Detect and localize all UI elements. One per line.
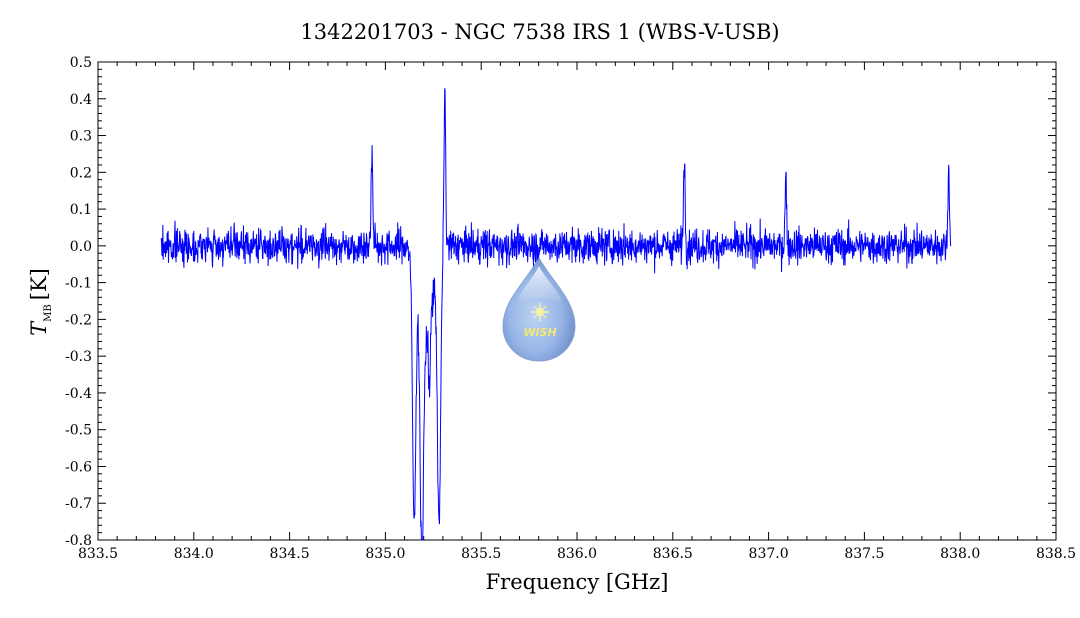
- x-tick-label: 837.0: [749, 546, 789, 562]
- y-axis-label-unit: [K]: [27, 268, 51, 300]
- y-axis-tick-labels: -0.8 -0.7 -0.6 -0.5 -0.4 -0.3 -0.2 -0.1 0.0 0.1 0.…: [65, 55, 92, 549]
- y-tick-label: -0.3: [65, 349, 92, 365]
- y-tick-label: -0.8: [65, 533, 92, 549]
- x-tick-label: 837.5: [844, 546, 884, 562]
- y-tick-label: -0.7: [65, 496, 92, 512]
- y-axis-label-sub: MB: [43, 304, 54, 322]
- y-axis-ticks: [98, 61, 1056, 541]
- x-tick-label: 838.5: [1036, 546, 1076, 562]
- y-tick-label: -0.2: [65, 312, 92, 328]
- y-tick-label: 0.3: [70, 129, 92, 145]
- star-icon: [531, 303, 549, 321]
- y-tick-label: -0.4: [65, 386, 92, 402]
- y-tick-label: 0.5: [70, 55, 92, 71]
- series-line-0: [160, 88, 952, 541]
- wish-logo: WISH: [502, 256, 576, 362]
- y-tick-label: 0.4: [70, 92, 92, 108]
- x-tick-label: 835.0: [365, 546, 405, 562]
- y-tick-label: 0.2: [70, 165, 92, 181]
- wish-logo-text: WISH: [523, 326, 556, 339]
- y-tick-label: -0.6: [65, 459, 92, 475]
- y-axis-label-main: T: [27, 320, 51, 336]
- x-axis-ticks: [97, 62, 1057, 540]
- plot-border: [97, 61, 1057, 541]
- x-tick-label: 836.5: [653, 546, 693, 562]
- series-group: [160, 88, 952, 541]
- x-tick-label: 838.0: [940, 546, 980, 562]
- x-tick-label: 833.5: [78, 546, 118, 562]
- y-tick-label: 0.1: [70, 202, 92, 218]
- wish-logo-shine: [516, 266, 563, 304]
- x-tick-label: 835.5: [461, 546, 501, 562]
- y-tick-label: -0.1: [65, 276, 92, 292]
- chart-title: 1342201703 - NGC 7538 IRS 1 (WBS-V-USB): [300, 20, 779, 44]
- x-axis-label: Frequency [GHz]: [486, 570, 669, 594]
- y-tick-label: 0.0: [70, 239, 92, 255]
- x-axis-tick-labels: 833.5 834.0 834.5 835.0 835.5 836.0 836.5 837.0…: [78, 546, 1076, 562]
- x-tick-label: 834.0: [174, 546, 214, 562]
- plot-frame: [97, 61, 1057, 541]
- x-tick-label: 834.5: [270, 546, 310, 562]
- x-tick-label: 836.0: [557, 546, 597, 562]
- svg-text:TMB[K]: TMB [K]: [27, 268, 54, 336]
- y-tick-label: -0.5: [65, 423, 92, 439]
- y-axis-label: TMB [K]: [27, 268, 54, 336]
